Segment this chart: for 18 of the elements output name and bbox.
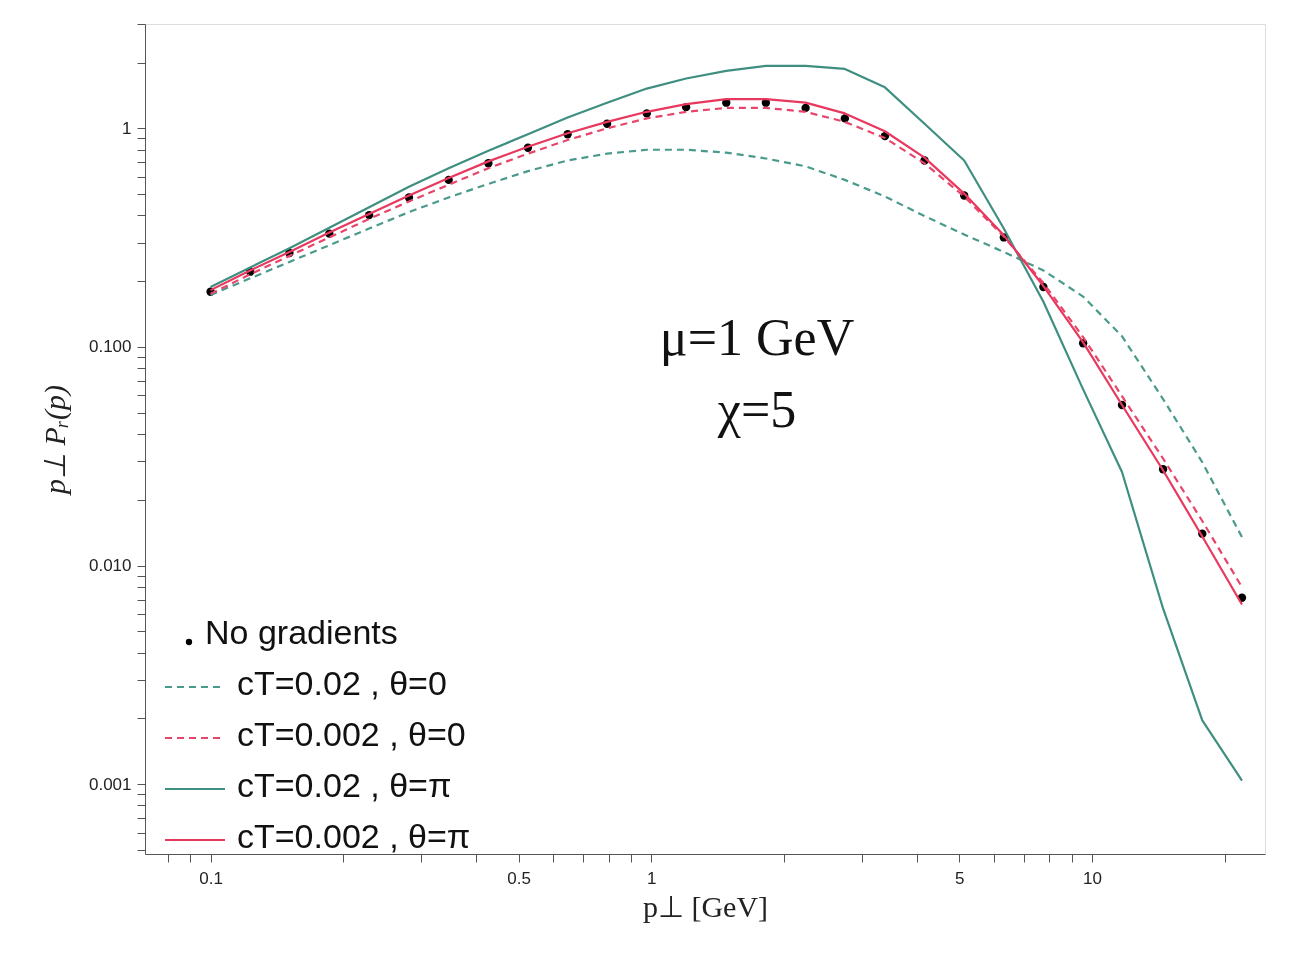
x-tick-label: 1 [647,868,657,888]
y-tick-label: 0.010 [88,556,132,576]
y-tick-label: 1 [122,118,132,138]
legend-label: cT=0.002 , θ=π [237,817,471,855]
annotation: μ=1 GeV [659,309,855,366]
legend-label: cT=0.02 , θ=0 [237,664,447,702]
y-axis-title: p⊥ Pᵣ(p) [37,384,72,497]
x-tick-label: 0.1 [199,868,223,888]
legend-label: cT=0.002 , θ=0 [237,715,466,753]
x-axis-title: p⊥ [GeV] [642,889,769,923]
y-tick-label: 0.100 [88,337,132,357]
annotation: χ=5 [716,381,797,438]
x-tick-label: 0.5 [507,868,531,888]
y-tick-label: 0.001 [88,774,132,794]
legend-label: cT=0.02 , θ=π [237,766,452,804]
legend-label: No gradients [205,613,398,651]
x-tick-label: 5 [955,868,965,888]
x-tick-label: 10 [1082,868,1102,888]
